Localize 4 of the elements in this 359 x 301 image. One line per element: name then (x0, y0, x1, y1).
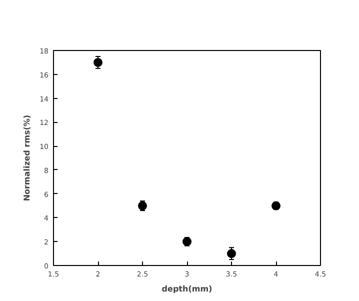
point (227, 249, 236, 258)
point (94, 58, 102, 67)
y-axis-title: Normalized rms(%) (22, 114, 32, 202)
x-axis-title: depth(mm) (162, 284, 212, 294)
